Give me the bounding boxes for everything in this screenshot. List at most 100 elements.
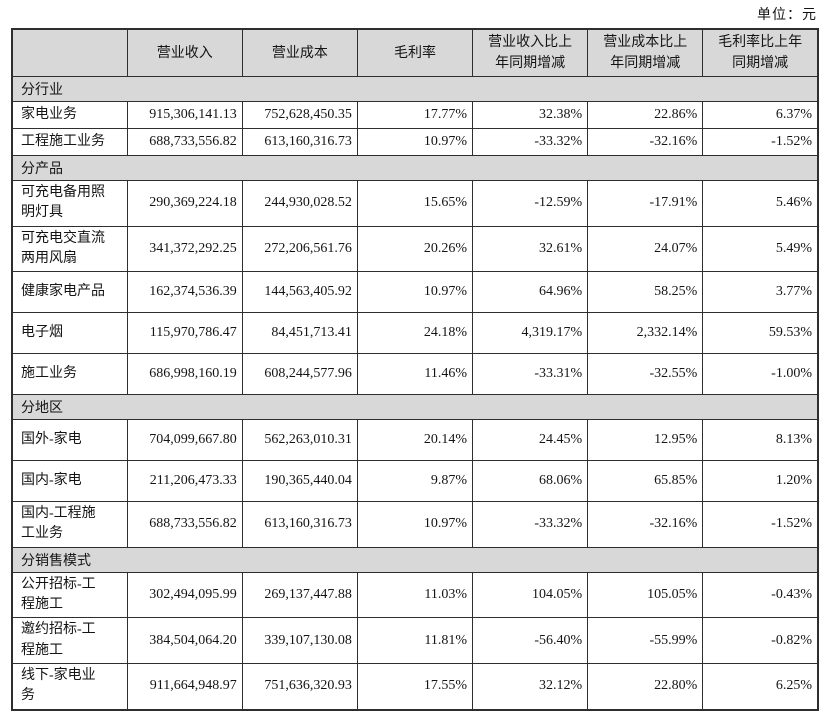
cost-value: 84,451,713.41 bbox=[241, 312, 358, 355]
margin-value: 15.65% bbox=[356, 180, 474, 227]
row-label: 电子烟 bbox=[11, 312, 128, 355]
table-row: 施工业务 686,998,160.19 608,244,577.96 11.46% -3… bbox=[11, 353, 819, 396]
cost-value: 272,206,561.76 bbox=[241, 225, 358, 273]
row-label: 健康家电产品 bbox=[11, 271, 128, 314]
revenue_yoy-value: -12.59% bbox=[472, 180, 589, 227]
table-row: 邀约招标-工 程施工 384,504,064.20 339,107,130.08 11… bbox=[11, 617, 819, 664]
margin-value: 20.14% bbox=[356, 419, 474, 462]
cost-value: 244,930,028.52 bbox=[241, 180, 358, 227]
table-row: 国内-家电 211,206,473.33 190,365,440.04 9.87% 68… bbox=[11, 460, 819, 503]
cost-value: 613,160,316.73 bbox=[241, 128, 358, 156]
revenue-value: 686,998,160.19 bbox=[126, 353, 243, 396]
margin_yoy-value: 6.37% bbox=[702, 101, 819, 129]
margin_yoy-value: 1.20% bbox=[702, 460, 819, 503]
margin_yoy-value: -1.52% bbox=[702, 501, 819, 548]
corner-header-cell bbox=[11, 28, 128, 77]
margin-value: 17.55% bbox=[356, 662, 474, 711]
table-row: 工程施工业务 688,733,556.82 613,160,316.73 10.97%… bbox=[11, 128, 819, 156]
cost_yoy-value: 22.86% bbox=[587, 101, 704, 129]
margin_yoy-value: 59.53% bbox=[702, 312, 819, 355]
revenue-value: 688,733,556.82 bbox=[126, 128, 243, 156]
margin-value: 9.87% bbox=[356, 460, 474, 503]
row-label: 国内-家电 bbox=[11, 460, 128, 503]
revenue-value: 115,970,786.47 bbox=[126, 312, 243, 355]
revenue_yoy-value: 64.96% bbox=[472, 271, 589, 314]
cost_yoy-value: -32.16% bbox=[587, 501, 704, 548]
row-label: 线下-家电业 务 bbox=[11, 662, 128, 711]
margin_yoy-value: -1.00% bbox=[702, 353, 819, 396]
table-row: 可充电备用照 明灯具 290,369,224.18 244,930,028.52 15… bbox=[11, 180, 819, 227]
margin-value: 20.26% bbox=[356, 225, 474, 273]
revenue_yoy-value: -56.40% bbox=[472, 617, 589, 664]
cost_yoy-value: -32.16% bbox=[587, 128, 704, 156]
section-title: 分行业 bbox=[11, 76, 819, 102]
revenue_yoy-value: -33.31% bbox=[472, 353, 589, 396]
cost_yoy-value: -55.99% bbox=[587, 617, 704, 664]
margin-value: 11.03% bbox=[356, 571, 474, 619]
revenue_yoy-value: -33.32% bbox=[472, 128, 589, 156]
margin-value: 11.46% bbox=[356, 353, 474, 396]
revenue-value: 162,374,536.39 bbox=[126, 271, 243, 314]
table-body: 分行业 家电业务 915,306,141.13 752,628,450.35 17.77… bbox=[11, 76, 819, 711]
section-row: 分行业 bbox=[11, 76, 819, 102]
revenue-value: 302,494,095.99 bbox=[126, 571, 243, 619]
cost_yoy-value: 105.05% bbox=[587, 571, 704, 619]
cost-value: 608,244,577.96 bbox=[241, 353, 358, 396]
revenue_yoy-value: 4,319.17% bbox=[472, 312, 589, 355]
margin-value: 10.97% bbox=[356, 501, 474, 548]
margin_yoy-value: 5.49% bbox=[702, 225, 819, 273]
revenue-value: 290,369,224.18 bbox=[126, 180, 243, 227]
table-row: 家电业务 915,306,141.13 752,628,450.35 17.77% 32… bbox=[11, 101, 819, 129]
revenue_yoy-value: 32.38% bbox=[472, 101, 589, 129]
revenue-value: 341,372,292.25 bbox=[126, 225, 243, 273]
revenue-value: 211,206,473.33 bbox=[126, 460, 243, 503]
cost-value: 144,563,405.92 bbox=[241, 271, 358, 314]
cost-value: 751,636,320.93 bbox=[241, 662, 358, 711]
table-row: 公开招标-工 程施工 302,494,095.99 269,137,447.88 11… bbox=[11, 571, 819, 619]
revenue_yoy-value: 24.45% bbox=[472, 419, 589, 462]
cost-value: 269,137,447.88 bbox=[241, 571, 358, 619]
cost_yoy-value: 65.85% bbox=[587, 460, 704, 503]
table-row: 健康家电产品 162,374,536.39 144,563,405.92 10.97%… bbox=[11, 271, 819, 314]
section-row: 分销售模式 bbox=[11, 546, 819, 573]
margin_yoy-value: -0.43% bbox=[702, 571, 819, 619]
section-row: 分产品 bbox=[11, 155, 819, 181]
revenue-value: 704,099,667.80 bbox=[126, 419, 243, 462]
margin_yoy-value: 3.77% bbox=[702, 271, 819, 314]
margin_yoy-value: -1.52% bbox=[702, 128, 819, 156]
cost-value: 752,628,450.35 bbox=[241, 101, 358, 129]
row-label: 可充电备用照 明灯具 bbox=[11, 180, 128, 227]
section-title: 分销售模式 bbox=[11, 546, 819, 573]
row-label: 施工业务 bbox=[11, 353, 128, 396]
table-row: 国内-工程施 工业务 688,733,556.82 613,160,316.73 10… bbox=[11, 501, 819, 548]
margin-value: 10.97% bbox=[356, 128, 474, 156]
cost_yoy-value: -17.91% bbox=[587, 180, 704, 227]
cost_yoy-value: 24.07% bbox=[587, 225, 704, 273]
financial-summary-table: 营业收入 营业成本 毛利率 营业收入比上 年同期增减 营业成本比上 年同期增减 毛利率比上… bbox=[11, 28, 819, 711]
column-header: 营业成本 bbox=[241, 28, 358, 77]
section-title: 分产品 bbox=[11, 155, 819, 181]
margin-value: 24.18% bbox=[356, 312, 474, 355]
cost_yoy-value: 22.80% bbox=[587, 662, 704, 711]
header-row: 营业收入 营业成本 毛利率 营业收入比上 年同期增减 营业成本比上 年同期增减 毛利率比上… bbox=[11, 28, 819, 77]
row-label: 公开招标-工 程施工 bbox=[11, 571, 128, 619]
column-header: 毛利率比上年 同期增减 bbox=[702, 28, 819, 77]
row-label: 国外-家电 bbox=[11, 419, 128, 462]
column-header: 营业收入 bbox=[126, 28, 243, 77]
margin-value: 11.81% bbox=[356, 617, 474, 664]
report-page: 单位：元 营业收入 营业成本 毛利率 营业收入比上 年同期增减 营业成本比上 年同期增减… bbox=[11, 8, 819, 711]
margin_yoy-value: 5.46% bbox=[702, 180, 819, 227]
table-row: 线下-家电业 务 911,664,948.97 751,636,320.93 17.5… bbox=[11, 662, 819, 711]
revenue_yoy-value: 32.12% bbox=[472, 662, 589, 711]
section-row: 分地区 bbox=[11, 394, 819, 421]
row-label: 国内-工程施 工业务 bbox=[11, 501, 128, 548]
cost_yoy-value: 12.95% bbox=[587, 419, 704, 462]
revenue-value: 911,664,948.97 bbox=[126, 662, 243, 711]
row-label: 可充电交直流 两用风扇 bbox=[11, 225, 128, 273]
margin_yoy-value: 8.13% bbox=[702, 419, 819, 462]
revenue_yoy-value: 68.06% bbox=[472, 460, 589, 503]
cost_yoy-value: 58.25% bbox=[587, 271, 704, 314]
revenue_yoy-value: -33.32% bbox=[472, 501, 589, 548]
revenue_yoy-value: 104.05% bbox=[472, 571, 589, 619]
column-header: 毛利率 bbox=[356, 28, 474, 77]
